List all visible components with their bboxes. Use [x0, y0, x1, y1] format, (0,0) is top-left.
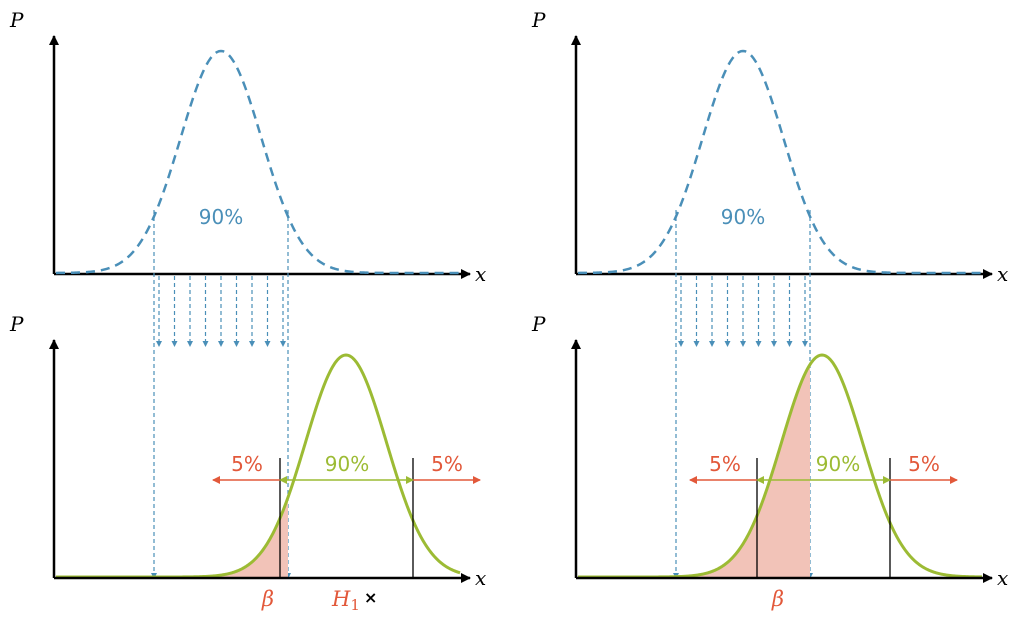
null-90-label: 90% [721, 205, 765, 229]
null-distribution-curve [56, 49, 460, 275]
x-axis-label-top: x [475, 262, 486, 286]
right-tail-label: 5% [908, 452, 940, 476]
p-axis-label-top: P [531, 8, 546, 32]
left-tail-label: 5% [231, 452, 263, 476]
left-tail-label: 5% [709, 452, 741, 476]
h1-mark-icon: × [364, 588, 377, 607]
beta-shaded-area [56, 497, 288, 577]
null-distribution-curve [578, 49, 982, 275]
p-axis-label-bottom: P [9, 312, 24, 336]
panel-left: Px 90% Px 5% 90% 5% β H1 × [9, 8, 486, 614]
right-tail-label: 5% [431, 452, 463, 476]
null-90-label: 90% [199, 205, 243, 229]
x-axis-label-top: x [997, 262, 1008, 286]
center-label: 90% [325, 452, 369, 476]
beta-shaded-area [578, 364, 810, 577]
beta-label: β [771, 587, 784, 611]
center-label: 90% [816, 452, 860, 476]
beta-label: β [261, 587, 274, 611]
p-axis-label-top: P [9, 8, 24, 32]
p-axis-label-bottom: P [531, 312, 546, 336]
x-axis-label-bottom: x [475, 566, 486, 590]
panel-right: Px 90% Px 5% 90% 5% β [531, 8, 1008, 611]
h1-label: H1 [331, 587, 360, 614]
x-axis-label-bottom: x [997, 566, 1008, 590]
